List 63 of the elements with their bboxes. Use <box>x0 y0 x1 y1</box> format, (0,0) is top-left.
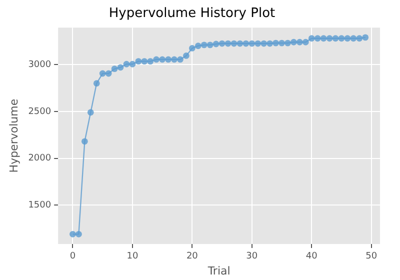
y-tick-label: 2000 <box>28 154 52 164</box>
chart-title: Hypervolume History Plot <box>108 6 276 22</box>
point <box>171 56 178 63</box>
y-tick-label: 3000 <box>28 60 52 70</box>
point <box>218 40 226 47</box>
point <box>188 45 196 52</box>
x-axis-title: Trial <box>206 264 230 278</box>
point <box>326 35 333 42</box>
point <box>260 40 268 47</box>
point <box>111 66 118 72</box>
point <box>117 64 124 71</box>
x-tick-label: 20 <box>186 252 198 262</box>
point <box>278 40 285 46</box>
point <box>284 40 291 46</box>
point <box>248 40 256 47</box>
point <box>254 40 262 47</box>
x-tick-label: 40 <box>306 252 318 262</box>
point <box>200 42 208 48</box>
point <box>99 70 106 77</box>
point <box>344 35 351 42</box>
y-tick-label: 1500 <box>28 200 52 210</box>
point <box>320 35 327 42</box>
x-tick-label: 0 <box>70 252 76 262</box>
point <box>147 58 154 65</box>
y-tick-label: 2500 <box>28 106 52 117</box>
point <box>87 109 94 116</box>
point <box>350 35 357 42</box>
point <box>206 42 214 48</box>
point <box>153 56 160 63</box>
point <box>236 40 244 47</box>
point <box>230 40 238 47</box>
x-tick-label: 10 <box>126 252 138 262</box>
point <box>93 80 100 87</box>
y-axis-title: Hypervolume <box>7 98 20 173</box>
point <box>212 40 220 48</box>
point <box>314 35 321 42</box>
point <box>81 138 88 145</box>
point <box>308 35 315 42</box>
x-tick-label: 50 <box>366 252 378 262</box>
point <box>356 35 363 42</box>
point <box>177 56 184 63</box>
point <box>302 38 309 46</box>
point <box>242 40 250 47</box>
point <box>266 40 274 47</box>
point <box>76 230 82 238</box>
point <box>296 38 303 46</box>
point <box>183 52 190 59</box>
point <box>338 35 345 42</box>
point <box>159 56 166 63</box>
point <box>141 58 148 65</box>
point <box>123 60 130 68</box>
x-tick-label: 30 <box>246 252 258 262</box>
point <box>224 40 232 47</box>
point <box>129 60 136 68</box>
point <box>135 58 142 65</box>
point <box>332 35 339 42</box>
point <box>70 230 76 238</box>
point <box>194 42 202 50</box>
point <box>362 34 369 41</box>
point <box>290 38 297 46</box>
point <box>272 40 279 46</box>
point <box>105 70 112 77</box>
point <box>165 56 172 63</box>
